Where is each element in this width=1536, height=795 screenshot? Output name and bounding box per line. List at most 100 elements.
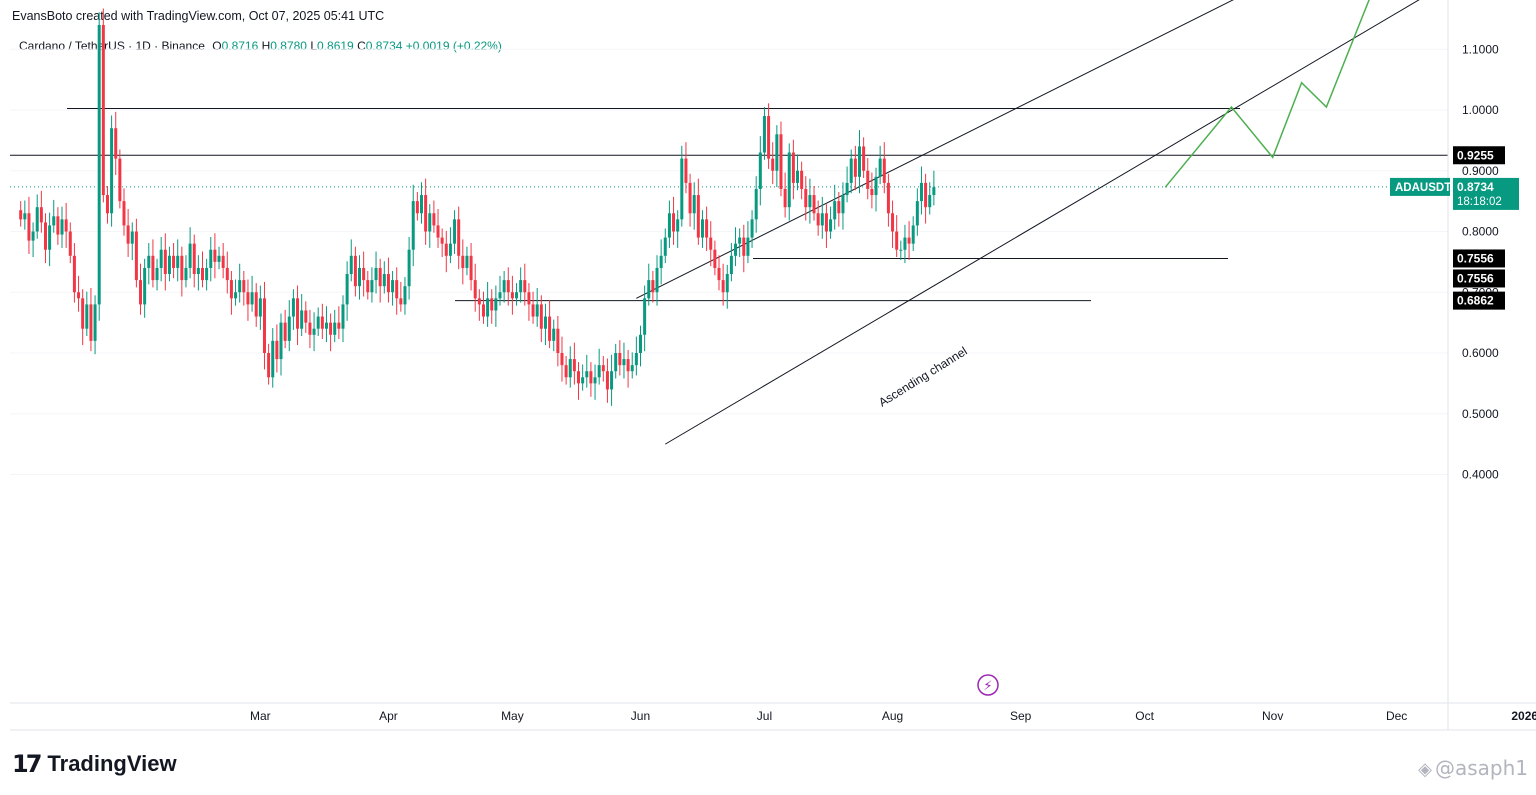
candle-body xyxy=(296,298,300,329)
candle-body xyxy=(436,225,440,238)
candle-body xyxy=(758,152,762,189)
candle-body xyxy=(762,116,766,153)
candle-body xyxy=(535,304,539,317)
candle-body xyxy=(746,237,750,256)
level-badge xyxy=(1453,146,1505,165)
candle-body xyxy=(626,359,630,372)
candle-body xyxy=(89,304,93,341)
candle-body xyxy=(721,280,725,293)
candle-body xyxy=(308,322,312,335)
price-tick-label: 1.1000 xyxy=(1462,42,1499,56)
candle-body xyxy=(907,237,911,244)
candle-body xyxy=(469,255,473,281)
candle-body xyxy=(498,292,502,299)
candle-body xyxy=(403,286,407,305)
candle-body xyxy=(97,24,101,305)
candle-body xyxy=(448,243,452,256)
candle-body xyxy=(502,280,506,293)
candle-body xyxy=(601,365,605,372)
candle-body xyxy=(820,213,824,226)
candle-body xyxy=(139,280,143,305)
candle-body xyxy=(72,255,76,293)
candle-body xyxy=(568,359,572,378)
candle-body xyxy=(866,170,870,189)
candle-body xyxy=(882,158,886,183)
annotations: Ascending channel ⚡ xyxy=(876,344,999,696)
candle-body xyxy=(676,219,680,232)
candle-body xyxy=(845,182,849,196)
candle-body xyxy=(750,219,754,238)
candle-body xyxy=(618,353,622,366)
candle-body xyxy=(147,255,151,268)
channel-upper-line xyxy=(636,0,1234,299)
candle-body xyxy=(919,182,923,202)
horizontal-levels xyxy=(10,107,1448,302)
candle-body xyxy=(358,267,362,287)
candle-body xyxy=(630,365,634,372)
candle-body xyxy=(878,158,882,177)
candle-body xyxy=(114,128,118,159)
axes: 1.40001.30001.20001.10001.00000.90000.80… xyxy=(10,0,1536,731)
candle-body xyxy=(213,249,217,262)
time-tick-label: Mar xyxy=(250,709,271,723)
candle-body xyxy=(27,213,31,241)
diamond-icon: ◈ xyxy=(1418,759,1432,780)
candle-body xyxy=(643,298,647,335)
time-tick-label: Apr xyxy=(379,709,398,723)
candle-body xyxy=(696,195,700,238)
candle-body xyxy=(279,322,283,360)
candle-body xyxy=(589,371,593,384)
candle-body xyxy=(767,116,771,159)
candle-body xyxy=(324,322,328,329)
candles xyxy=(19,8,936,406)
candle-body xyxy=(659,255,663,268)
candle-body xyxy=(634,353,638,366)
candle-body xyxy=(734,243,738,256)
candle-body xyxy=(510,292,514,299)
candle-body xyxy=(329,322,333,335)
candle-body xyxy=(808,195,812,208)
candle-body xyxy=(610,371,614,390)
candle-body xyxy=(52,216,56,226)
candle-body xyxy=(841,195,845,214)
candle-body xyxy=(585,371,589,378)
channel-lower-line xyxy=(665,0,1420,445)
price-tick-label: 1.0000 xyxy=(1462,103,1499,117)
candle-body xyxy=(548,316,552,341)
candle-body xyxy=(382,274,386,287)
ascending-channel xyxy=(636,0,1420,445)
high-label: H xyxy=(261,39,271,53)
candle-body xyxy=(130,231,134,244)
level-badge-text: 0.9255 xyxy=(1457,148,1494,162)
candle-body xyxy=(506,280,510,293)
candle-body xyxy=(833,201,837,220)
symbol-tag-text: ADAUSDT xyxy=(1395,182,1451,194)
candle-body xyxy=(353,255,357,287)
candle-body xyxy=(399,298,403,305)
candle-body xyxy=(85,304,89,329)
candle-body xyxy=(39,207,43,223)
candle-body xyxy=(915,201,919,226)
candle-body xyxy=(481,304,485,317)
tradingview-logo[interactable]: 17 TradingView xyxy=(12,750,177,778)
candle-body xyxy=(465,255,469,268)
candle-body xyxy=(473,280,477,299)
time-tick-label: 2026 xyxy=(1511,709,1536,723)
price-badges: 1.35321.29740.92550.75560.68620.7556ADAU… xyxy=(1390,146,1519,310)
candle-body xyxy=(419,195,423,214)
candle-body xyxy=(680,158,684,220)
candle-body xyxy=(378,267,382,287)
candle-body xyxy=(424,195,428,232)
candle-body xyxy=(527,292,531,305)
candle-body xyxy=(672,213,676,232)
candle-body xyxy=(238,280,242,293)
candle-body xyxy=(754,188,758,220)
candle-body xyxy=(155,267,159,281)
candle-body xyxy=(110,128,114,214)
candle-body xyxy=(391,280,395,293)
candle-body xyxy=(622,359,626,366)
candle-body xyxy=(225,267,229,281)
candle-body xyxy=(932,187,936,196)
candle-body xyxy=(192,243,196,275)
